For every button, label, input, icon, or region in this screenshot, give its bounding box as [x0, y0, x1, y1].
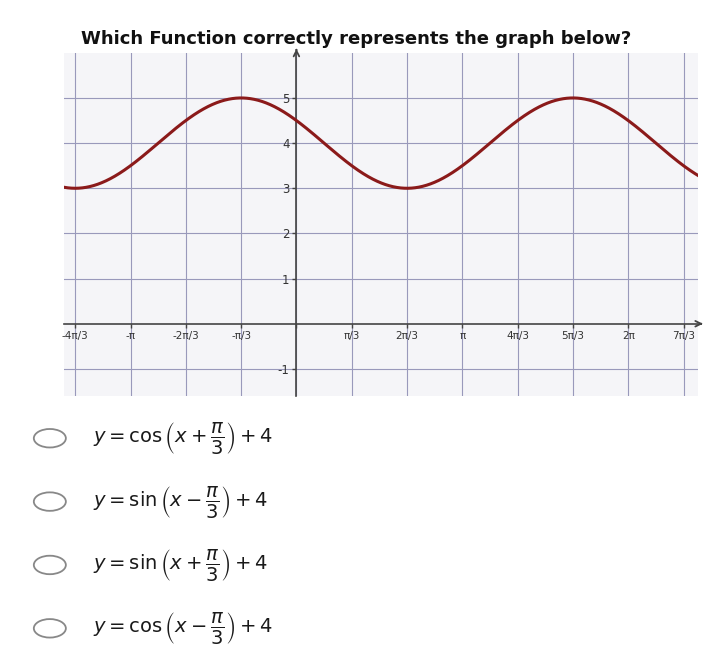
Text: $y = \cos\left(x + \dfrac{\pi}{3}\right) + 4$: $y = \cos\left(x + \dfrac{\pi}{3}\right)…: [93, 420, 272, 456]
Text: Which Function correctly represents the graph below?: Which Function correctly represents the …: [81, 30, 631, 48]
Text: $y = \sin\left(x - \dfrac{\pi}{3}\right) + 4$: $y = \sin\left(x - \dfrac{\pi}{3}\right)…: [93, 484, 267, 519]
Text: $y = \sin\left(x + \dfrac{\pi}{3}\right) + 4$: $y = \sin\left(x + \dfrac{\pi}{3}\right)…: [93, 547, 267, 583]
Text: $y = \cos\left(x - \dfrac{\pi}{3}\right) + 4$: $y = \cos\left(x - \dfrac{\pi}{3}\right)…: [93, 610, 272, 646]
